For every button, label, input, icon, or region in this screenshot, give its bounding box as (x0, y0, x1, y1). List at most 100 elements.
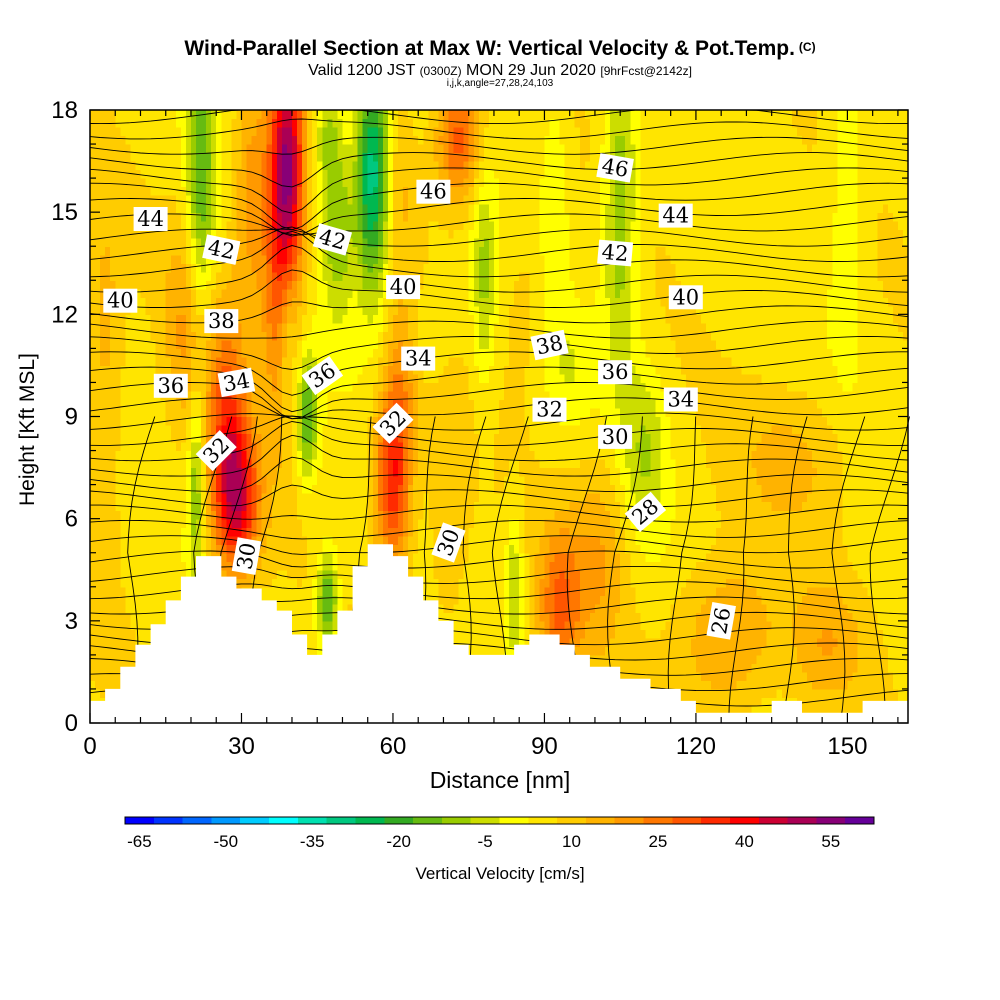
isentrope (89, 397, 909, 420)
colorbar-tick-label: -50 (214, 832, 239, 851)
contour-label: 28 (624, 491, 667, 533)
colorbar-tick-label: 55 (821, 832, 840, 851)
isentrope (89, 213, 909, 236)
colorbar-swatch (528, 817, 558, 824)
contour-label-box (103, 288, 138, 313)
isentrope (728, 416, 754, 724)
colorbar-swatch (643, 817, 673, 824)
colorbar-tick-label: -5 (478, 832, 493, 851)
contour-label-text: 40 (390, 275, 417, 299)
isentrope (89, 198, 909, 237)
contour-label-box (133, 207, 168, 231)
contour-label: 32 (532, 397, 567, 422)
y-tick-label: 3 (65, 608, 78, 635)
x-tick-label: 150 (827, 733, 867, 760)
contour-label-text: 46 (600, 154, 630, 182)
y-tick-label: 9 (65, 404, 78, 431)
contour-label-box (597, 239, 634, 267)
valid-utc: (0300Z) (419, 64, 462, 78)
contour-label: 38 (204, 309, 239, 334)
colorbar-swatch (355, 817, 385, 824)
contour-label-box (431, 522, 466, 563)
contour-label-box (530, 329, 569, 361)
colorbar-swatch (499, 817, 529, 824)
colorbar-tick-label: -35 (300, 832, 325, 851)
y-tick-label: 0 (65, 710, 78, 737)
contour-label-text: 34 (221, 368, 251, 396)
forecast-info: [9hrFcst@2142z] (600, 64, 692, 78)
contour-label-text: 30 (602, 425, 629, 449)
contour-label-text: 34 (405, 347, 432, 371)
isentrope (89, 484, 909, 508)
isentrope (89, 269, 909, 308)
chart-subtitle: Valid 1200 JST (0300Z) MON 29 Jun 2020 [… (0, 62, 1000, 80)
y-axis-label: Height [Kft MSL] (16, 353, 39, 506)
contour-label-text: 38 (208, 309, 235, 333)
isentrope (89, 136, 909, 155)
valid-date: MON 29 Jun 2020 (466, 62, 596, 79)
y-tick-label: 6 (65, 506, 78, 533)
contour-label: 34 (663, 387, 698, 412)
contour-label-box (532, 397, 567, 422)
isentrope (89, 412, 909, 431)
colorbar-swatch (297, 817, 327, 824)
isentrope (89, 336, 909, 370)
title-text: Wind-Parallel Section at Max W: Vertical… (184, 37, 795, 60)
contour-label-box (658, 203, 693, 228)
x-tick-label: 30 (228, 733, 255, 760)
isentrope (89, 118, 909, 140)
colorbar-swatch (845, 817, 875, 824)
axis-ticks (89, 109, 908, 724)
colorbar-tick-label: 10 (562, 832, 581, 851)
contour-label-text: 36 (602, 360, 629, 384)
contour-label: 38 (530, 329, 569, 361)
isentrope (89, 152, 909, 188)
colorbar-swatch (182, 817, 212, 824)
contour-label-box (195, 430, 237, 472)
isentrope (89, 456, 909, 492)
isentrope (782, 416, 808, 724)
colorbar-swatch (240, 817, 270, 824)
contour-label-box (663, 387, 698, 412)
colorbar-swatch (153, 817, 183, 824)
colorbar-swatch (614, 817, 644, 824)
contour-label: 30 (231, 537, 262, 575)
x-axis-label: Distance [nm] (429, 767, 571, 793)
colorbar-tick-label: 40 (735, 832, 754, 851)
contour-label: 46 (416, 179, 451, 204)
contour-label-text: 32 (536, 398, 563, 422)
contour-label-text: 38 (534, 330, 565, 359)
contour-label-box (312, 223, 353, 256)
isentrope (89, 228, 909, 247)
valid-prefix: Valid 1200 JST (308, 62, 416, 79)
contour-label-text: 36 (157, 374, 184, 398)
contour-label-text: 42 (206, 235, 237, 264)
contour-label-box (217, 367, 256, 398)
contour-label: 36 (153, 373, 188, 398)
contour-label: 34 (217, 367, 256, 398)
contour-label-text: 40 (107, 289, 134, 313)
isentrope (89, 167, 909, 214)
isentrope (89, 182, 909, 231)
colorbar-swatch (816, 817, 846, 824)
isentrope (89, 434, 909, 477)
colorbar-tick-label: -65 (127, 832, 152, 851)
contour-label-box (596, 153, 634, 183)
contour-label-box (624, 491, 667, 533)
colorbar-swatch (470, 817, 500, 824)
colorbar-swatch (557, 817, 587, 824)
colorbar (124, 816, 875, 825)
isentrope (89, 245, 909, 293)
contour-label-box (153, 373, 188, 398)
colorbar-swatch (413, 817, 443, 824)
colorbar-swatch (787, 817, 817, 824)
colorbar-swatch (672, 817, 702, 824)
contour-label: 40 (103, 288, 138, 313)
colorbar-swatch (326, 817, 356, 824)
isentrope (89, 415, 909, 446)
colorbar-swatch (269, 817, 299, 824)
contour-label: 40 (386, 275, 421, 300)
copyright-mark: (C) (798, 40, 816, 54)
